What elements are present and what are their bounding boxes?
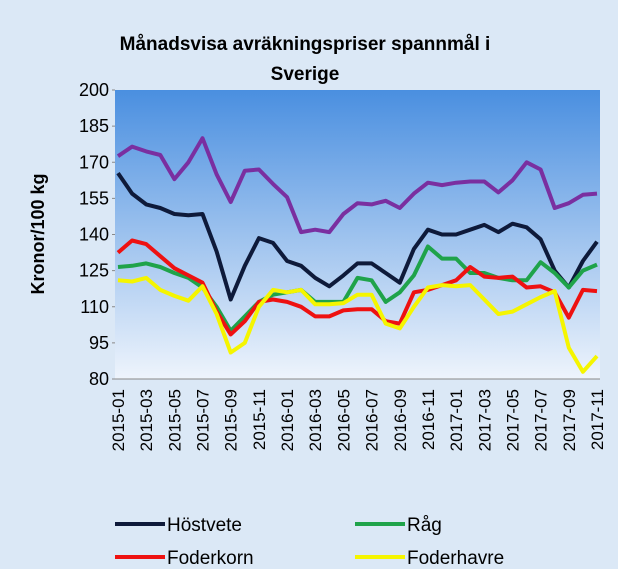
series-line xyxy=(116,136,598,235)
legend-label: Råg xyxy=(407,515,442,536)
y-tick-label: 110 xyxy=(80,297,109,317)
y-axis-label: Kronor/100 kg xyxy=(28,173,48,294)
x-tick-label: 2017-03 xyxy=(475,389,494,451)
y-tick-label: 80 xyxy=(89,369,109,389)
y-tick-label: 140 xyxy=(79,225,109,245)
x-tick-label: 2015-01 xyxy=(109,389,128,451)
x-tick-label: 2016-11 xyxy=(419,389,438,450)
x-tick-label: 2017-05 xyxy=(503,389,522,451)
x-tick-label: 2015-05 xyxy=(165,389,184,451)
x-tick-label: 2016-01 xyxy=(278,389,297,451)
y-tick-label: 155 xyxy=(79,188,109,208)
x-tick-label: 2016-05 xyxy=(334,389,353,451)
y-tick-label: 170 xyxy=(79,152,109,172)
x-tick-label: 2016-09 xyxy=(391,389,410,451)
x-tick-label: 2015-03 xyxy=(137,389,156,451)
chart-title: Månadsvisa avräkningspriser spannmål i S… xyxy=(119,34,491,85)
y-tick-label: 185 xyxy=(79,116,109,136)
plot-area xyxy=(115,90,600,379)
x-tick-label: 2016-07 xyxy=(363,389,382,451)
x-tick-label: 2015-11 xyxy=(250,389,269,450)
x-tick-label: 2017-09 xyxy=(560,389,579,451)
x-tick-label: 2017-11 xyxy=(588,389,607,450)
x-tick-label: 2015-07 xyxy=(194,389,213,451)
x-tick-label: 2015-09 xyxy=(222,389,241,451)
y-tick-label: 125 xyxy=(79,261,109,281)
legend-label: Höstvete xyxy=(167,515,242,536)
x-tick-label: 2017-07 xyxy=(532,389,551,451)
series-line xyxy=(117,275,599,374)
y-tick-label: 95 xyxy=(89,333,109,353)
series-line xyxy=(116,238,598,337)
y-tick-label: 200 xyxy=(79,80,109,100)
series-line xyxy=(116,171,599,302)
legend-label: Foderkorn xyxy=(167,548,254,569)
x-tick-label: 2016-03 xyxy=(306,389,325,451)
x-tick-label: 2017-01 xyxy=(447,389,466,451)
legend-label: Foderhavre xyxy=(407,548,504,569)
